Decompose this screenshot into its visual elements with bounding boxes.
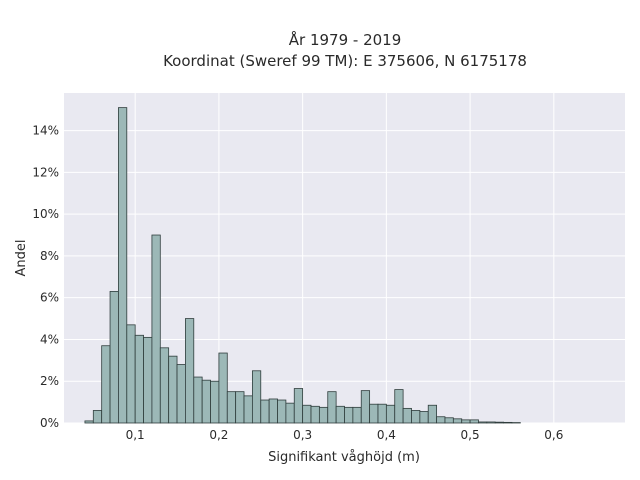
y-tick-label: 8% bbox=[40, 249, 59, 263]
y-tick-label: 12% bbox=[32, 165, 59, 179]
histogram-bar bbox=[201, 379, 211, 424]
y-tick-label: 6% bbox=[40, 291, 59, 305]
y-tick-label: 14% bbox=[32, 124, 59, 138]
histogram-bar bbox=[126, 324, 136, 424]
histogram-bar bbox=[143, 336, 153, 424]
histogram-bar bbox=[318, 406, 329, 424]
histogram-bar bbox=[293, 388, 304, 424]
histogram-bar bbox=[419, 411, 429, 424]
x-tick-label: 0,4 bbox=[377, 428, 396, 442]
chart-title: År 1979 - 2019 Koordinat (Sweref 99 TM):… bbox=[163, 30, 527, 70]
histogram-bar bbox=[377, 403, 387, 424]
histogram-bar bbox=[469, 419, 479, 424]
y-tick-label: 4% bbox=[40, 332, 59, 346]
histogram-bar bbox=[360, 390, 371, 424]
x-tick-label: 0,2 bbox=[209, 428, 228, 442]
histogram-bar bbox=[251, 370, 262, 424]
y-tick-label: 0% bbox=[40, 416, 59, 430]
histogram-bar bbox=[369, 403, 379, 424]
chart-title-line-2: Koordinat (Sweref 99 TM): E 375606, N 61… bbox=[163, 52, 527, 70]
histogram-bar bbox=[218, 352, 228, 424]
histogram-bar bbox=[352, 406, 362, 424]
histogram-bar bbox=[159, 347, 170, 424]
histogram-bar bbox=[444, 417, 454, 424]
histogram-bar bbox=[118, 107, 128, 424]
x-tick-label: 0,5 bbox=[461, 428, 480, 442]
histogram-bar bbox=[109, 291, 119, 424]
histogram-bar bbox=[193, 376, 203, 424]
histogram-bar bbox=[235, 391, 245, 424]
histogram-bar bbox=[394, 389, 404, 424]
histogram-bar bbox=[494, 421, 504, 424]
y-axis-label: Andel bbox=[14, 240, 29, 277]
histogram-bar bbox=[302, 404, 312, 424]
histogram-bar bbox=[411, 410, 421, 424]
histogram-bar bbox=[327, 391, 337, 424]
histogram-bar bbox=[168, 355, 178, 424]
histogram-bar bbox=[101, 345, 111, 424]
histogram-bar bbox=[268, 398, 278, 424]
histogram-bar bbox=[277, 399, 287, 424]
histogram-bar bbox=[260, 399, 270, 424]
histogram-bar bbox=[344, 406, 354, 424]
histogram-bar bbox=[503, 421, 513, 424]
histogram-bar bbox=[151, 234, 161, 424]
histogram-bar bbox=[427, 404, 438, 424]
histogram-bar bbox=[285, 402, 295, 424]
histogram-bar bbox=[210, 380, 220, 424]
histogram-bar bbox=[310, 405, 320, 424]
y-axis-ticks: 0% 2% 4% 6% 8% 10% 12% 14% bbox=[32, 124, 59, 430]
y-tick-label: 10% bbox=[32, 207, 59, 221]
histogram-bar bbox=[436, 416, 446, 424]
x-axis-label: Signifikant våghöjd (m) bbox=[268, 450, 420, 465]
x-tick-label: 0,1 bbox=[126, 428, 145, 442]
x-tick-label: 0,3 bbox=[293, 428, 312, 442]
bars bbox=[84, 107, 521, 424]
x-tick-label: 0,6 bbox=[544, 428, 563, 442]
histogram-bar bbox=[461, 419, 471, 424]
histogram-bar bbox=[176, 364, 186, 424]
histogram-bar bbox=[134, 334, 144, 424]
histogram-bar bbox=[402, 407, 412, 424]
histogram-bar bbox=[226, 391, 237, 424]
histogram-bar bbox=[185, 318, 195, 424]
x-axis-ticks: 0,1 0,2 0,3 0,4 0,5 0,6 bbox=[126, 428, 564, 442]
histogram-bar bbox=[478, 421, 488, 424]
histogram-bar bbox=[335, 405, 345, 424]
histogram-bar bbox=[84, 420, 94, 424]
histogram-bar bbox=[385, 404, 396, 424]
histogram-bar bbox=[486, 421, 496, 424]
histogram-bar bbox=[452, 418, 463, 424]
chart-title-line-1: År 1979 - 2019 bbox=[289, 30, 402, 49]
histogram-bar bbox=[243, 395, 253, 424]
y-tick-label: 2% bbox=[40, 374, 59, 388]
histogram-bar bbox=[92, 410, 103, 424]
